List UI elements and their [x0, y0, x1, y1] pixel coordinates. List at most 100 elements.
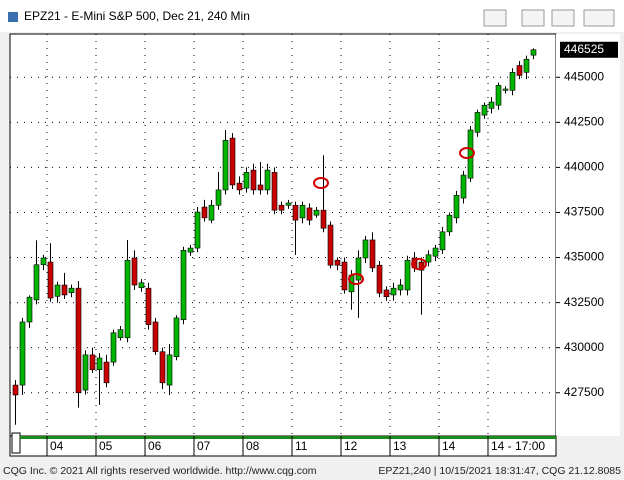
- candle-body: [397, 284, 404, 291]
- candle-body: [243, 172, 250, 189]
- annotation-circle: [459, 147, 475, 159]
- x-tick-label: 07: [197, 439, 211, 453]
- candle-body: [33, 264, 40, 301]
- candle-body: [341, 261, 348, 291]
- candle-body: [103, 361, 110, 384]
- y-axis-area: [556, 34, 620, 436]
- footer-left: CQG Inc. © 2021 All rights reserved worl…: [3, 465, 317, 477]
- candle-body: [159, 351, 166, 384]
- candle-body: [516, 65, 523, 76]
- link-button[interactable]: [483, 9, 507, 27]
- time-strip: [20, 436, 556, 439]
- candle-body: [40, 257, 47, 266]
- candle-body: [222, 140, 229, 191]
- candle-body: [152, 321, 159, 353]
- candle-body: [236, 182, 243, 191]
- candle-body: [124, 259, 131, 339]
- x-tick-label: 11: [295, 439, 308, 453]
- y-tick-label: 445000: [564, 69, 604, 83]
- plot: 427500 430000 432500 435000 437500 440000 4425…: [10, 34, 618, 456]
- candle-body: [355, 257, 362, 281]
- x-tick-label: 05: [99, 439, 113, 453]
- minimize-button[interactable]: [521, 9, 545, 27]
- candle-body: [474, 112, 481, 133]
- candle-body: [215, 189, 222, 206]
- candle-body: [110, 332, 117, 363]
- candle-body: [299, 204, 306, 219]
- footer-right: EPZ21,240 | 10/15/2021 18:31:47, CQG 21.…: [378, 465, 621, 477]
- candle-body: [19, 321, 26, 386]
- candle-body: [460, 174, 467, 199]
- candle-body: [334, 259, 341, 266]
- x-tick-label: 04: [50, 439, 64, 453]
- candle-body: [68, 287, 75, 293]
- candle-body: [376, 264, 383, 294]
- annotation-circle: [411, 258, 427, 270]
- candle-body: [432, 247, 439, 257]
- candle-body: [383, 289, 390, 298]
- candle-body: [446, 214, 453, 233]
- y-tick-label: 440000: [564, 160, 604, 174]
- candle-body: [292, 204, 299, 221]
- candle-body: [257, 184, 264, 191]
- candle-body: [96, 357, 103, 371]
- candle-body: [502, 88, 509, 91]
- scroll-handle[interactable]: [11, 432, 21, 454]
- candle-body: [138, 282, 145, 289]
- candle-body: [187, 247, 194, 253]
- y-tick-label: 435000: [564, 250, 604, 264]
- candle-body: [481, 104, 488, 116]
- candle-body: [194, 211, 201, 249]
- candle-body: [320, 209, 327, 229]
- candle-body: [131, 257, 138, 286]
- y-tick-label: 437500: [564, 205, 604, 219]
- candle-body: [229, 137, 236, 186]
- annotation-circle: [313, 177, 329, 189]
- candle-body: [467, 129, 474, 179]
- candle-body: [509, 72, 516, 91]
- candle-body: [404, 259, 411, 291]
- candle-body: [54, 284, 61, 297]
- candle-body: [495, 85, 502, 106]
- candle-body: [523, 58, 530, 73]
- y-tick-label: 442500: [564, 115, 604, 129]
- x-tick-label: 14 - 17:00: [491, 439, 545, 453]
- candle-body: [306, 207, 313, 221]
- candle-body: [26, 296, 33, 323]
- x-tick-label: 14: [442, 439, 456, 453]
- candle-body: [173, 317, 180, 357]
- candle-body: [278, 204, 285, 211]
- x-tick-label: 06: [148, 439, 162, 453]
- candle-body: [12, 384, 19, 396]
- close-button[interactable]: [583, 9, 615, 27]
- candle-body: [362, 239, 369, 259]
- window-title: EPZ21 - E-Mini S&P 500, Dec 21, 240 Min: [24, 9, 250, 23]
- candle-body: [180, 250, 187, 321]
- candle-body: [117, 329, 124, 339]
- x-tick-label: 13: [393, 439, 407, 453]
- y-tick-label: 432500: [564, 295, 604, 309]
- last-price-box: [560, 41, 618, 58]
- candle-body: [488, 101, 495, 109]
- candle-body: [75, 287, 82, 394]
- x-tick-label: 08: [246, 439, 260, 453]
- y-tick-label: 430000: [564, 340, 604, 354]
- candle-body: [89, 354, 96, 371]
- candle-body: [425, 254, 432, 263]
- candle-body: [453, 195, 460, 219]
- candle-body: [369, 239, 376, 269]
- candle-body: [418, 261, 425, 271]
- candle-body: [145, 287, 152, 325]
- maximize-button[interactable]: [551, 9, 575, 27]
- candle-body: [201, 206, 208, 219]
- last-price-label: 446525: [564, 42, 604, 56]
- app-icon: [8, 12, 18, 22]
- candle-body: [208, 204, 215, 221]
- candle-body: [166, 354, 173, 386]
- plot-area: [9, 33, 557, 437]
- candle-body: [264, 169, 271, 191]
- y-tick-label: 427500: [564, 385, 604, 399]
- x-tick-label: 12: [344, 439, 358, 453]
